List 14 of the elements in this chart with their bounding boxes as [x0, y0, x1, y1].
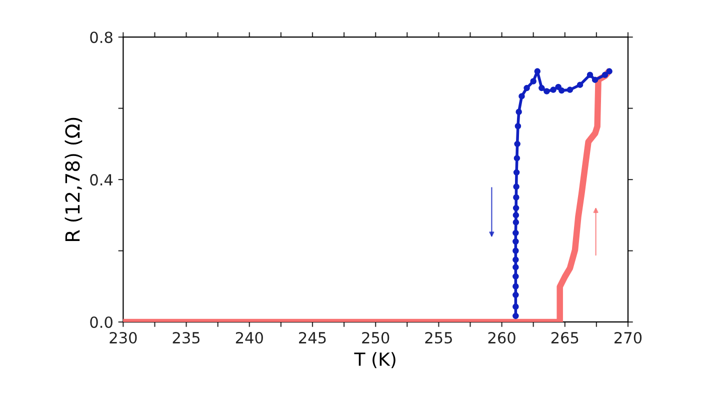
y-axis-title: R (12,78) (Ω) [64, 118, 82, 242]
x-axis-title: T (K) [354, 352, 396, 368]
x-tick-label: 240 [236, 332, 263, 344]
y-tick-label: 0.4 [90, 174, 113, 186]
x-tick-label: 260 [488, 332, 516, 344]
x-tick-label: 245 [299, 332, 326, 344]
x-tick-label: 265 [551, 332, 578, 344]
x-tick-label: 250 [362, 332, 390, 344]
y-tick-label: 0.0 [90, 316, 112, 328]
x-tick-label: 235 [172, 332, 200, 344]
x-tick-label: 255 [425, 332, 452, 344]
x-tick-label: 230 [110, 332, 137, 344]
x-tick-label: 270 [614, 332, 642, 344]
y-tick-label: 0.8 [90, 32, 112, 44]
